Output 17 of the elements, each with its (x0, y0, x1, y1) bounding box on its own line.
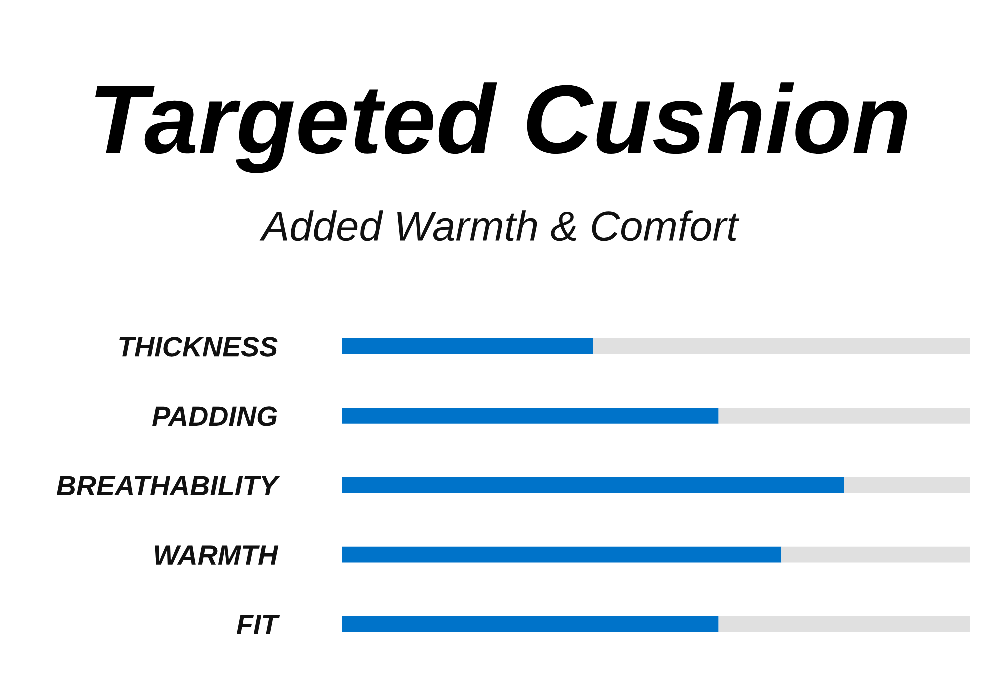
bar (342, 408, 719, 424)
y-tick-label: THICKNESS (120, 337, 278, 357)
bar (718, 616, 970, 632)
bar (593, 338, 970, 354)
y-tick-label: PADDING (152, 406, 278, 426)
bar (844, 477, 970, 494)
bar (782, 546, 970, 563)
y-tick-label: BREATHABILITY (56, 476, 280, 496)
bar (342, 338, 594, 354)
bar (342, 616, 719, 632)
bar (718, 408, 970, 424)
y-tick-label: FIT (236, 615, 280, 634)
chart-subtitle: Added Warmth & Comfort (260, 210, 740, 242)
bar (342, 477, 844, 494)
bar (342, 546, 782, 563)
chart-title: Targeted Cushion (96, 82, 908, 174)
y-tick-label: WARMTH (155, 546, 279, 565)
